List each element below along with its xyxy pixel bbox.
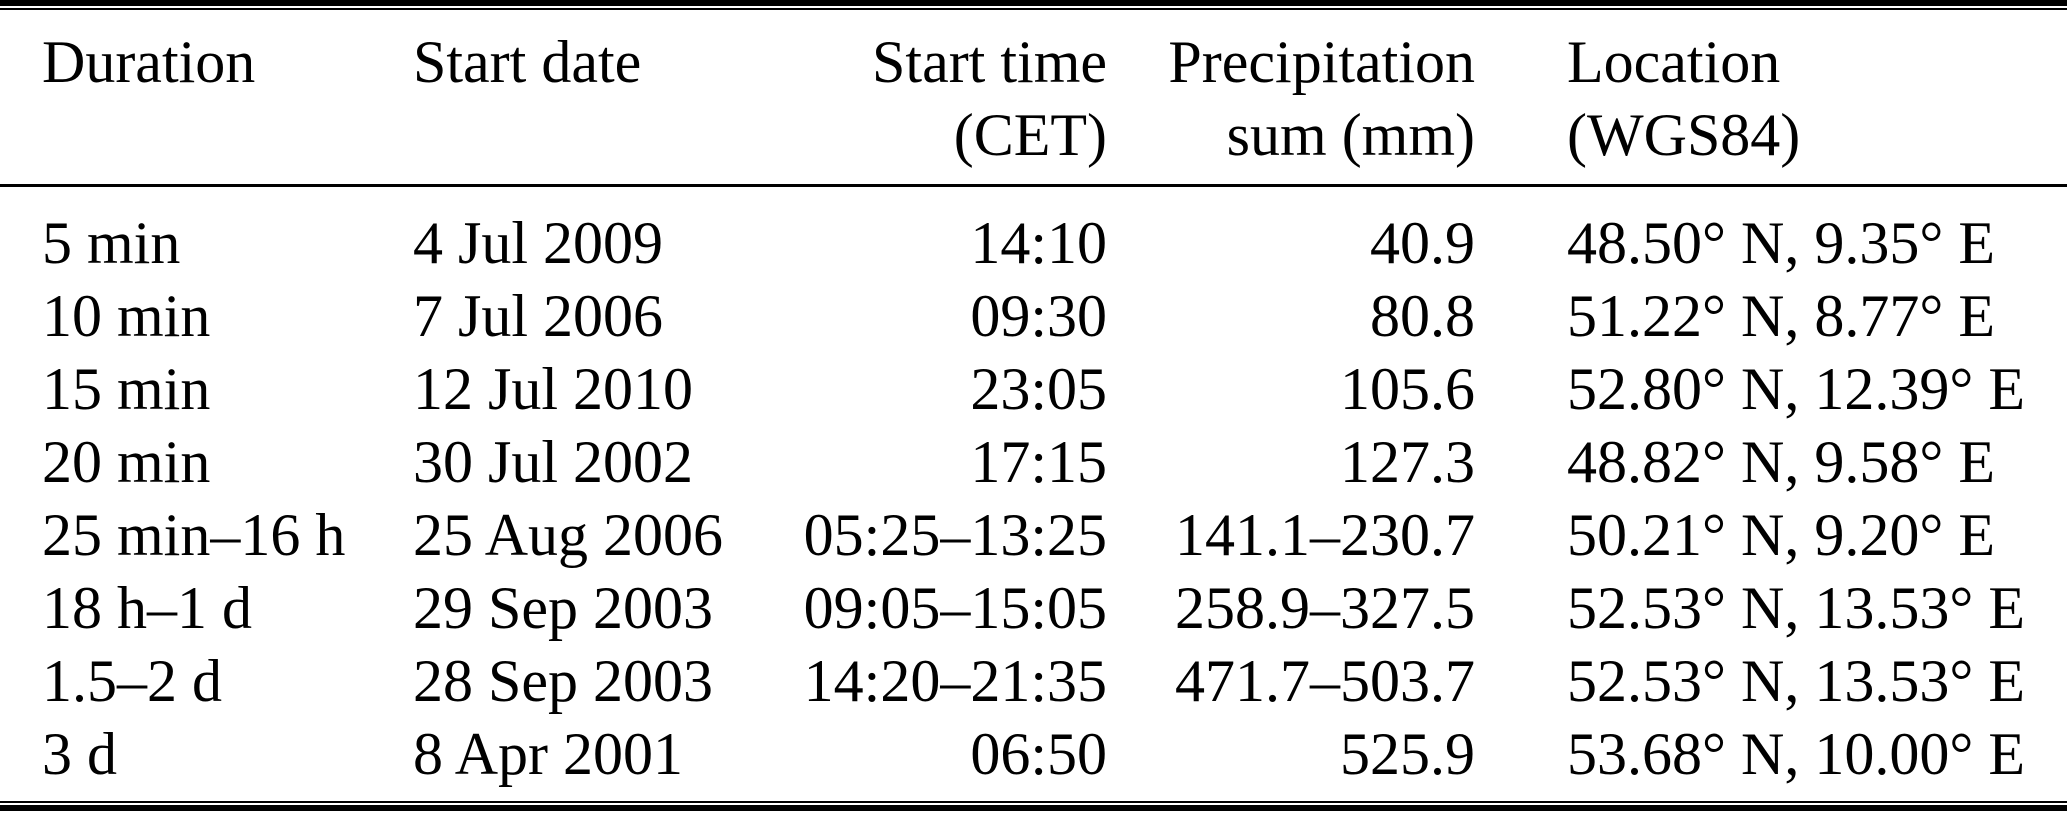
cell-start-date: 29 Sep 2003 [413,575,713,641]
column-header-line1: Start date [413,29,642,95]
cell-location: 48.50° N, 9.35° E [1567,210,1995,276]
cell-location: 51.22° N, 8.77° E [1567,283,1995,349]
cell-start-date: 12 Jul 2010 [413,356,694,422]
column-header-start-time: Start time (CET) [790,10,1107,187]
cell-duration: 15 min [42,356,211,422]
column-header-duration: Duration [0,10,413,187]
cell-location: 52.53° N, 13.53° E [1567,575,2025,641]
precipitation-events-table: Duration Start date Start time (CET) Precipi… [0,10,2067,801]
cell-precipitation: 80.8 [1370,283,1475,349]
cell-start-time: 14:20–21:35 [803,648,1107,714]
cell-start-date: 8 Apr 2001 [413,721,683,787]
column-header-line1: Duration [42,29,256,95]
cell-location: 52.53° N, 13.53° E [1567,648,2025,714]
table-row: 5 min 4 Jul 2009 14:10 40.9 48.50° N, 9.35° … [0,186,2067,281]
cell-duration: 10 min [42,283,211,349]
cell-precipitation: 258.9–327.5 [1175,575,1475,641]
table-row: 15 min 12 Jul 2010 23:05 105.6 52.80° N, 12.… [0,353,2067,426]
column-header-line1: Location [1567,29,1781,95]
cell-start-time: 09:30 [970,283,1107,349]
column-header-line2: (CET) [953,102,1107,168]
cell-location: 53.68° N, 10.00° E [1567,721,2025,787]
cell-location: 48.82° N, 9.58° E [1567,429,1995,495]
table-bottom-rule [0,801,2067,811]
cell-duration: 20 min [42,429,211,495]
cell-duration: 25 min–16 h [42,502,346,568]
table-header-row: Duration Start date Start time (CET) Precipi… [0,10,2067,187]
table-body: 5 min 4 Jul 2009 14:10 40.9 48.50° N, 9.35° … [0,186,2067,802]
table-row: 10 min 7 Jul 2006 09:30 80.8 51.22° N, 8.77°… [0,280,2067,353]
cell-start-time: 17:15 [970,429,1107,495]
column-header-line1: Precipitation [1168,29,1475,95]
cell-precipitation: 525.9 [1340,721,1475,787]
table-row: 1.5–2 d 28 Sep 2003 14:20–21:35 471.7–503.7… [0,645,2067,718]
cell-start-date: 4 Jul 2009 [413,210,664,276]
column-header-line2: sum (mm) [1226,102,1475,168]
table-row: 25 min–16 h 25 Aug 2006 05:25–13:25 141.1–2… [0,499,2067,572]
table-header: Duration Start date Start time (CET) Precipi… [0,10,2067,187]
table-row: 20 min 30 Jul 2002 17:15 127.3 48.82° N, 9.5… [0,426,2067,499]
cell-duration: 1.5–2 d [42,648,222,714]
cell-precipitation: 141.1–230.7 [1175,502,1475,568]
cell-start-time: 05:25–13:25 [803,502,1107,568]
cell-start-time: 09:05–15:05 [803,575,1107,641]
column-header-location: Location (WGS84) [1475,10,2067,187]
column-header-line2: (WGS84) [1567,102,1801,168]
cell-start-date: 28 Sep 2003 [413,648,713,714]
column-header-precipitation: Precipitation sum (mm) [1107,10,1475,187]
table-top-rule [0,0,2067,10]
cell-precipitation: 127.3 [1340,429,1475,495]
cell-start-time: 23:05 [970,356,1107,422]
cell-precipitation: 40.9 [1370,210,1475,276]
column-header-line2 [413,99,790,172]
cell-location: 52.80° N, 12.39° E [1567,356,2025,422]
cell-precipitation: 105.6 [1340,356,1475,422]
column-header-line2 [42,99,413,172]
table-row: 3 d 8 Apr 2001 06:50 525.9 53.68° N, 10.00° … [0,718,2067,801]
cell-start-date: 30 Jul 2002 [413,429,694,495]
cell-duration: 3 d [42,721,117,787]
cell-start-date: 25 Aug 2006 [413,502,724,568]
cell-precipitation: 471.7–503.7 [1175,648,1475,714]
cell-start-time: 14:10 [970,210,1107,276]
cell-duration: 5 min [42,210,181,276]
column-header-start-date: Start date [413,10,790,187]
column-header-line1: Start time [872,29,1107,95]
cell-duration: 18 h–1 d [42,575,252,641]
table-row: 18 h–1 d 29 Sep 2003 09:05–15:05 258.9–327.… [0,572,2067,645]
cell-start-date: 7 Jul 2006 [413,283,664,349]
cell-start-time: 06:50 [970,721,1107,787]
cell-location: 50.21° N, 9.20° E [1567,502,1995,568]
